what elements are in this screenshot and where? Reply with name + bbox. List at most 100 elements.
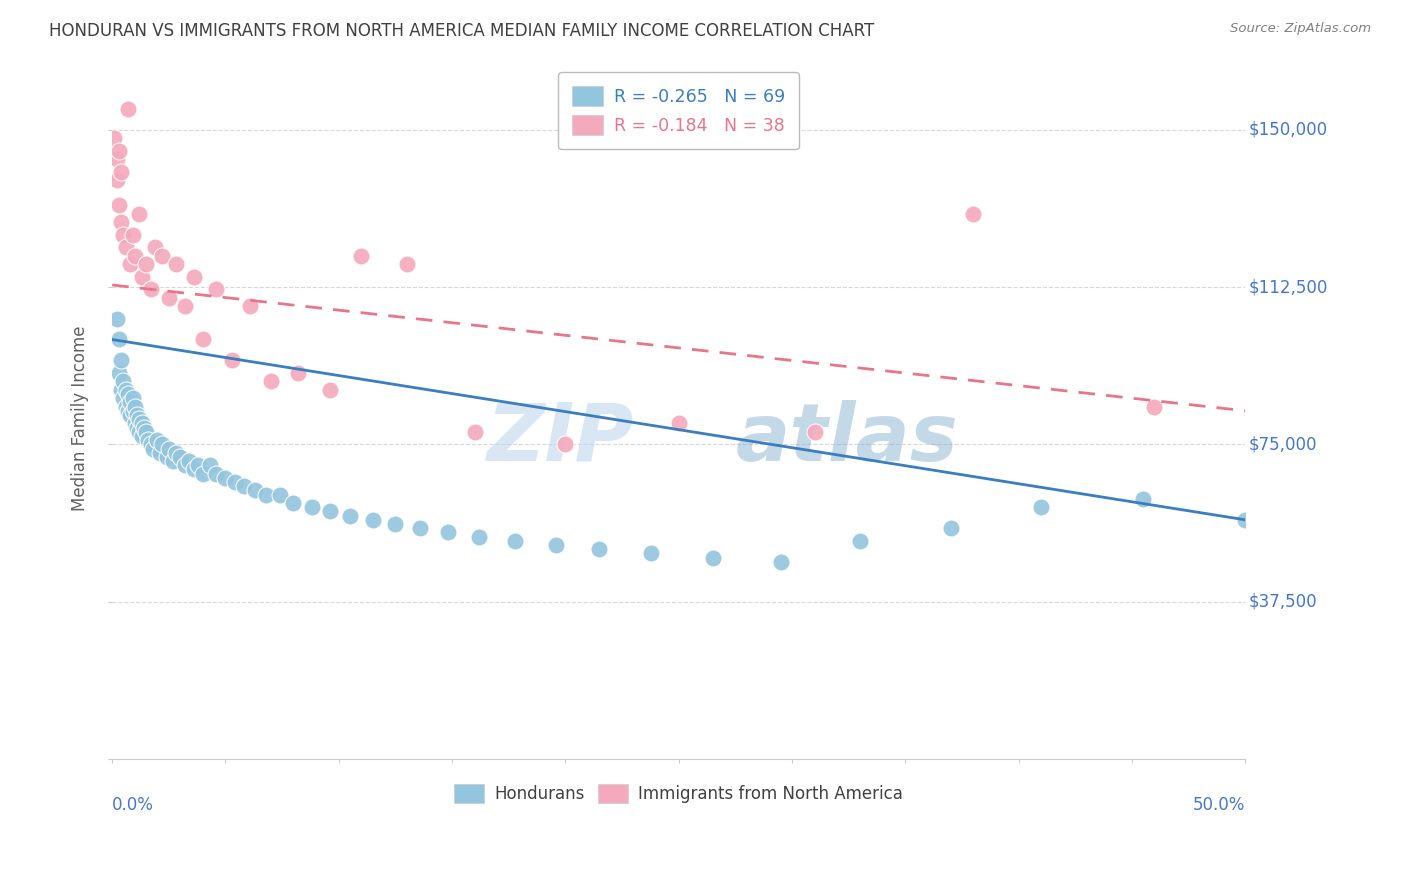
- Point: [640, 546, 662, 560]
- Point: [110, 353, 132, 368]
- Point: [135, 257, 157, 271]
- Point: [162, 454, 184, 468]
- Point: [588, 542, 610, 557]
- Point: [301, 500, 323, 515]
- Text: $37,500: $37,500: [1249, 592, 1317, 610]
- Point: [361, 513, 384, 527]
- Point: [205, 282, 228, 296]
- Point: [173, 458, 195, 473]
- Point: [269, 488, 291, 502]
- Point: [114, 240, 136, 254]
- Point: [962, 207, 984, 221]
- Point: [702, 550, 724, 565]
- Point: [165, 257, 187, 271]
- Point: [120, 408, 142, 422]
- Point: [232, 479, 254, 493]
- Text: $150,000: $150,000: [1249, 120, 1327, 139]
- Point: [239, 299, 262, 313]
- Point: [165, 446, 187, 460]
- Point: [339, 508, 361, 523]
- Point: [169, 450, 191, 464]
- Text: $112,500: $112,500: [1249, 278, 1327, 296]
- Point: [173, 299, 195, 313]
- Point: [124, 417, 146, 431]
- Point: [191, 467, 214, 481]
- Point: [318, 383, 340, 397]
- Text: ZIP: ZIP: [486, 400, 633, 477]
- Text: HONDURAN VS IMMIGRANTS FROM NORTH AMERICA MEDIAN FAMILY INCOME CORRELATION CHART: HONDURAN VS IMMIGRANTS FROM NORTH AMERIC…: [49, 22, 875, 40]
- Point: [803, 425, 825, 439]
- Point: [112, 227, 135, 242]
- Point: [260, 375, 283, 389]
- Text: $75,000: $75,000: [1249, 435, 1317, 453]
- Point: [117, 102, 139, 116]
- Point: [117, 387, 139, 401]
- Point: [1132, 491, 1154, 506]
- Point: [110, 215, 132, 229]
- Point: [105, 311, 128, 326]
- Point: [464, 425, 486, 439]
- Point: [157, 442, 180, 456]
- Point: [139, 282, 162, 296]
- Point: [198, 458, 221, 473]
- Point: [114, 383, 136, 397]
- Point: [125, 408, 148, 422]
- Point: [283, 496, 305, 510]
- Point: [110, 165, 132, 179]
- Text: 0.0%: 0.0%: [112, 797, 155, 814]
- Point: [138, 433, 160, 447]
- Point: [191, 333, 214, 347]
- Text: atlas: atlas: [735, 400, 957, 477]
- Point: [187, 458, 209, 473]
- Point: [1234, 513, 1257, 527]
- Point: [254, 488, 277, 502]
- Point: [409, 521, 432, 535]
- Point: [179, 454, 201, 468]
- Point: [121, 227, 143, 242]
- Point: [143, 240, 166, 254]
- Point: [436, 525, 458, 540]
- Point: [117, 404, 139, 418]
- Point: [105, 152, 128, 166]
- Point: [120, 395, 142, 409]
- Point: [103, 131, 125, 145]
- Point: [1143, 400, 1166, 414]
- Point: [224, 475, 246, 489]
- Point: [131, 429, 153, 443]
- Y-axis label: Median Family Income: Median Family Income: [72, 326, 89, 511]
- Point: [554, 437, 576, 451]
- Point: [183, 269, 205, 284]
- Point: [546, 538, 568, 552]
- Point: [108, 333, 131, 347]
- Point: [1031, 500, 1053, 515]
- Point: [318, 504, 340, 518]
- Point: [105, 173, 128, 187]
- Legend: Hondurans, Immigrants from North America: Hondurans, Immigrants from North America: [446, 776, 911, 812]
- Point: [287, 366, 309, 380]
- Point: [108, 366, 131, 380]
- Point: [384, 516, 406, 531]
- Point: [135, 425, 157, 439]
- Point: [668, 417, 690, 431]
- Point: [150, 437, 173, 451]
- Point: [132, 420, 155, 434]
- Point: [395, 257, 418, 271]
- Point: [114, 400, 136, 414]
- Point: [468, 530, 491, 544]
- Point: [150, 249, 173, 263]
- Text: Source: ZipAtlas.com: Source: ZipAtlas.com: [1230, 22, 1371, 36]
- Text: 50.0%: 50.0%: [1192, 797, 1246, 814]
- Point: [155, 450, 177, 464]
- Point: [139, 437, 162, 451]
- Point: [221, 353, 243, 368]
- Point: [120, 257, 142, 271]
- Point: [149, 446, 172, 460]
- Point: [205, 467, 228, 481]
- Point: [849, 533, 872, 548]
- Point: [124, 400, 146, 414]
- Point: [131, 269, 153, 284]
- Point: [157, 291, 180, 305]
- Point: [125, 420, 148, 434]
- Point: [128, 207, 150, 221]
- Point: [505, 533, 527, 548]
